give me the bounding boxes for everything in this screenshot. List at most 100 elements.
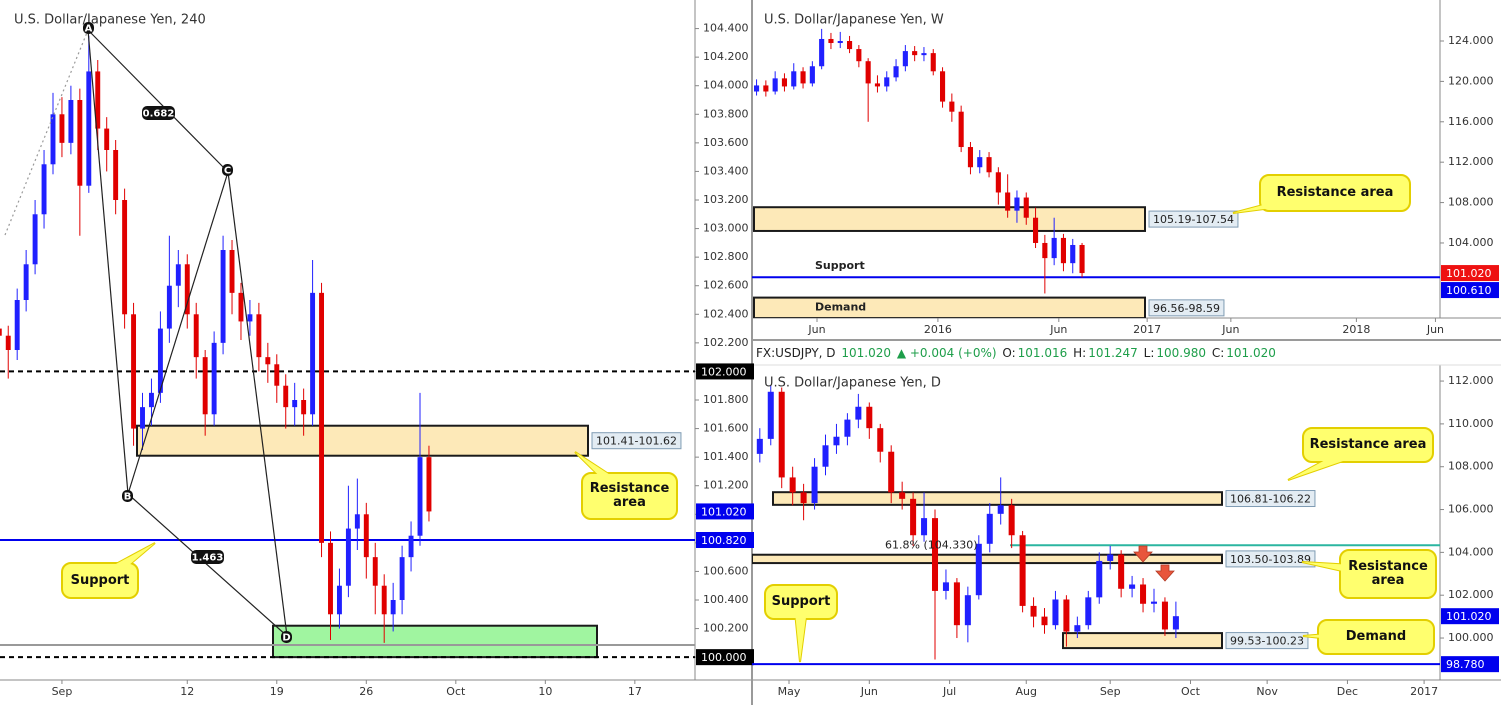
candle-body — [104, 128, 110, 150]
y-tick-label: 100.200 — [703, 622, 749, 635]
candle-body — [301, 400, 307, 415]
candle-body — [1032, 217, 1039, 243]
candle-body — [819, 38, 825, 67]
y-tick-label: 108.000 — [1448, 460, 1494, 473]
zone-text: Demand — [815, 301, 866, 314]
candle-body — [77, 100, 83, 186]
price-label: 102.000 — [701, 365, 747, 378]
x-tick-label: 2016 — [924, 323, 952, 336]
symbol-header: FX:USDJPY, D 101.020 ▲ +0.004 (+0%) O: 10… — [756, 343, 1278, 363]
ohlc-value: 100.980 — [1156, 346, 1206, 360]
y-tick-label: 103.000 — [703, 222, 749, 235]
zone-label: 96.56-98.59 — [1153, 302, 1220, 315]
callout-text: Support — [70, 572, 130, 588]
price-label-box — [696, 503, 754, 520]
candle-body — [977, 157, 983, 168]
candle-body — [877, 428, 884, 452]
line-text: 61.8% (104.330) — [885, 538, 978, 551]
candle-body — [175, 264, 181, 286]
candle-body — [1041, 616, 1048, 626]
price-label: 101.020 — [701, 505, 747, 518]
candle-body — [1079, 244, 1085, 274]
x-tick-label: 2017 — [1133, 323, 1161, 336]
candle-body — [789, 477, 796, 493]
x-tick-label: 10 — [538, 685, 552, 698]
candle-body — [865, 61, 871, 84]
candle-body — [265, 357, 271, 365]
price-label-box — [696, 532, 754, 548]
candle-body — [844, 419, 851, 437]
y-tick-label: 102.400 — [703, 307, 749, 320]
candle-body — [345, 528, 351, 586]
zone — [753, 206, 1146, 232]
candle-body — [426, 457, 432, 512]
y-tick-label: 104.000 — [1448, 545, 1494, 558]
candle-body — [148, 392, 154, 408]
zone-label: 106.81-106.22 — [1230, 493, 1311, 506]
candle-body — [41, 164, 47, 215]
price-label-box — [1441, 656, 1499, 673]
callout-text: Demand — [1345, 629, 1407, 644]
y-tick-label: 100.600 — [703, 564, 749, 577]
candle-body — [292, 400, 298, 408]
candle-body — [986, 513, 993, 544]
candle-body — [949, 101, 955, 112]
candle-body — [899, 492, 906, 499]
y-tick-label: 112.000 — [1448, 374, 1494, 387]
candle-body — [809, 66, 815, 84]
y-tick-label: 100.400 — [703, 593, 749, 606]
x-tick-label: Jul — [942, 685, 956, 698]
price-label-box — [1441, 265, 1499, 282]
y-tick-label: 104.000 — [703, 79, 749, 92]
candle-body — [828, 38, 834, 44]
candle-body — [1060, 237, 1067, 264]
y-tick-label: 112.000 — [1448, 155, 1494, 168]
y-tick-label: 100.000 — [1448, 631, 1494, 644]
candle-body — [184, 264, 190, 315]
x-tick-label: Dec — [1337, 685, 1358, 698]
price-label: 100.000 — [701, 651, 747, 664]
price-label-box — [696, 649, 754, 666]
ohlc-value: 101.020 — [1226, 346, 1276, 360]
candle-body — [967, 147, 974, 168]
x-tick-label: 26 — [359, 685, 373, 698]
y-tick-label: 108.000 — [1448, 196, 1494, 209]
x-tick-label: Jun — [1426, 323, 1444, 336]
candle-body — [995, 172, 1001, 193]
zone-label: 99.53-100.23 — [1230, 635, 1304, 648]
candle-body — [811, 466, 818, 504]
candle-body — [202, 357, 208, 415]
zone-label: 105.19-107.54 — [1153, 213, 1234, 226]
price-label: 100.820 — [701, 534, 747, 547]
change: ▲ +0.004 (+0%) — [896, 346, 997, 360]
candle-body — [408, 535, 414, 558]
candle-body — [50, 114, 56, 165]
y-tick-label: 124.000 — [1448, 34, 1494, 47]
candle-body — [910, 498, 917, 536]
candle-body — [931, 518, 939, 591]
y-tick-label: 104.000 — [1448, 236, 1494, 249]
candle-body — [753, 85, 760, 92]
candle-body — [220, 250, 226, 343]
candle-body — [964, 595, 971, 626]
candle-body — [772, 78, 778, 92]
candle-body — [939, 71, 946, 102]
candle-body — [1107, 554, 1114, 561]
callout-text: Support — [771, 594, 831, 609]
x-tick-label: Aug — [1016, 685, 1037, 698]
zone-label-box — [1225, 550, 1316, 568]
price-label-box — [1441, 608, 1499, 625]
y-tick-label: 101.200 — [703, 479, 749, 492]
candle-body — [874, 83, 881, 87]
candle-body — [229, 250, 235, 293]
candle-body — [1172, 616, 1179, 630]
x-tick-label: Jun — [1049, 323, 1067, 336]
y-tick-label: 101.600 — [703, 422, 749, 435]
candle-body — [888, 451, 895, 493]
candle-body — [781, 78, 788, 87]
line-text: Support — [815, 259, 865, 272]
zone — [1062, 632, 1223, 650]
candle-body — [157, 328, 163, 393]
x-tick-label: Jun — [807, 323, 825, 336]
